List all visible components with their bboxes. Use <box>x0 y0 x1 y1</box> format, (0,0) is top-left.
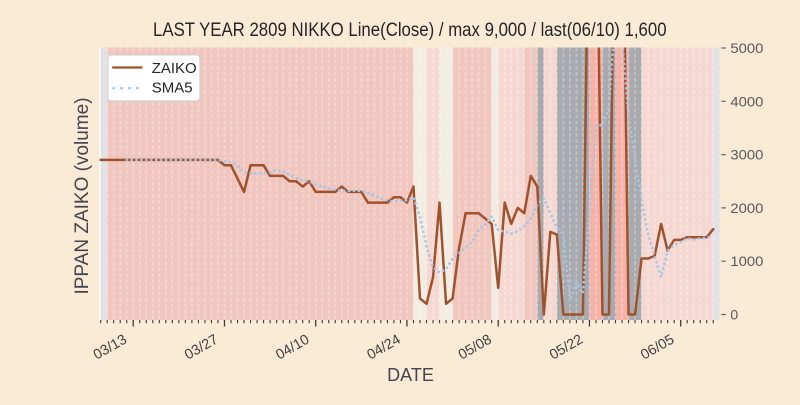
svg-text:5000: 5000 <box>730 40 763 56</box>
svg-text:LAST YEAR 2809 NIKKO Line(Clos: LAST YEAR 2809 NIKKO Line(Close) / max 9… <box>153 20 667 41</box>
svg-text:0: 0 <box>730 307 738 323</box>
svg-text:2000: 2000 <box>730 200 763 216</box>
svg-text:4000: 4000 <box>730 93 763 109</box>
svg-text:SMA5: SMA5 <box>152 79 193 96</box>
svg-text:DATE: DATE <box>387 365 434 385</box>
svg-text:3000: 3000 <box>730 147 763 163</box>
svg-text:IPPAN ZAIKO (volume): IPPAN ZAIKO (volume) <box>72 97 93 294</box>
svg-text:ZAIKO: ZAIKO <box>152 60 197 77</box>
svg-text:1000: 1000 <box>730 253 763 269</box>
